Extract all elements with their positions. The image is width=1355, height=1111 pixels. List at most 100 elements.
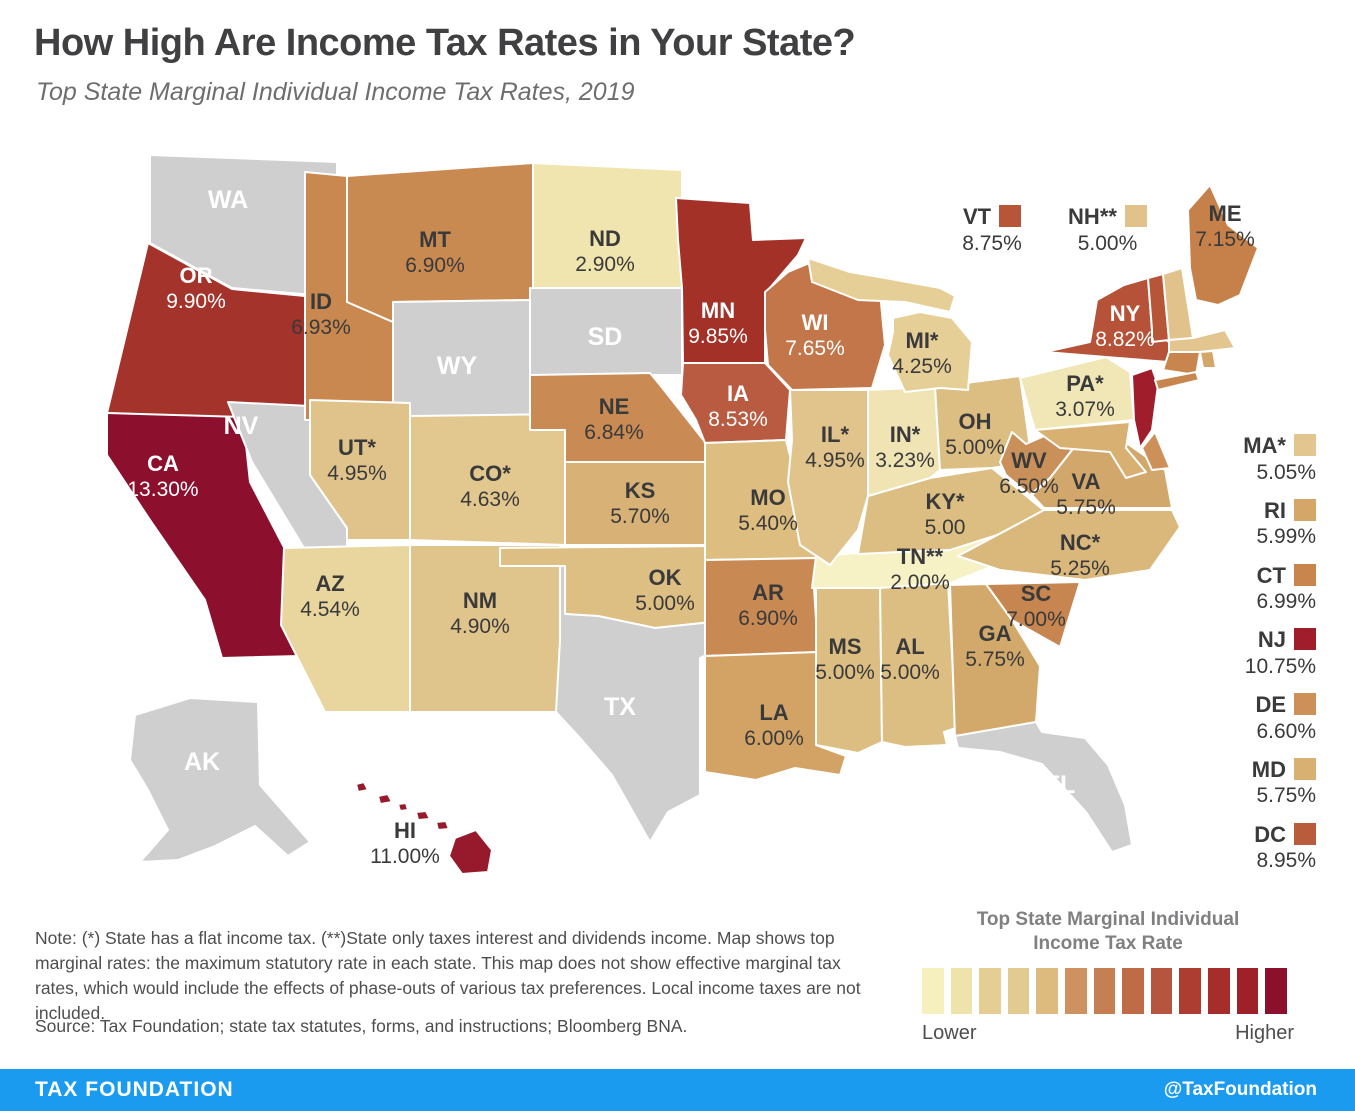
side-rate-MA: 5.05%: [1256, 460, 1316, 484]
callout-swatch-NH: [1124, 205, 1147, 227]
side-swatch-CT: [1294, 563, 1316, 586]
state-rate-NC: 5.25%: [1050, 557, 1110, 581]
legend-higher-label: Higher: [1235, 1021, 1294, 1044]
legend-gradient-swatches: [922, 967, 1294, 1014]
state-IL-shape: [787, 389, 869, 566]
state-label-NE: NE 6.84%: [584, 394, 644, 446]
state-HI-island-3: [397, 802, 409, 812]
state-abbr-NM: NM: [462, 588, 498, 614]
side-label-NJ: NJ: [1257, 627, 1286, 653]
state-TX-shape: [555, 565, 717, 843]
state-abbr-MN: MN: [700, 298, 736, 324]
state-abbr-WI: WI: [801, 310, 829, 336]
state-rate-AZ: 4.54%: [300, 598, 360, 622]
state-label-CA: CA 13.30%: [127, 451, 198, 503]
state-rate-KS: 5.70%: [610, 505, 670, 529]
state-abbr-KY: KY*: [925, 489, 965, 515]
state-label-VA: VA 5.75%: [1056, 469, 1116, 521]
state-abbr-TN: TN**: [896, 544, 944, 570]
state-label-MT: MT 6.90%: [405, 227, 465, 279]
state-abbr-HI: HI: [393, 818, 416, 844]
side-entry-RI: RI 5.99%: [1243, 497, 1316, 551]
state-SC-shape: [985, 581, 1081, 648]
legend-swatch-11: [1208, 967, 1230, 1014]
state-abbr-PA: PA*: [1066, 371, 1104, 397]
legend-swatch-8: [1122, 967, 1144, 1014]
state-abbr-OH: OH: [958, 409, 992, 435]
state-rate-MS: 5.00%: [815, 661, 875, 685]
state-abbr-NC: NC*: [1059, 530, 1101, 556]
state-abbr-CA: CA: [147, 451, 179, 477]
state-label-CO: CO* 4.63%: [460, 461, 520, 513]
legend-swatch-6: [1065, 967, 1087, 1014]
state-label-OR: OR 9.90%: [166, 263, 226, 315]
state-abbr-MO: MO: [750, 485, 786, 511]
state-abbr-SD: SD: [587, 323, 623, 351]
state-label-GA: GA 5.75%: [965, 621, 1025, 673]
state-abbr-GA: GA: [978, 621, 1012, 647]
state-abbr-IN: IN*: [889, 422, 921, 448]
state-HI-island-5: [435, 820, 450, 831]
state-abbr-IL: IL*: [820, 422, 850, 448]
side-swatch-RI: [1294, 498, 1316, 521]
side-rate-DC: 8.95%: [1256, 849, 1316, 872]
state-abbr-OR: OR: [179, 263, 213, 289]
state-label-NC: NC* 5.25%: [1050, 530, 1110, 582]
legend-swatch-9: [1150, 967, 1173, 1014]
state-rate-OR: 9.90%: [166, 290, 226, 314]
side-rate-MD: 5.75%: [1256, 784, 1316, 808]
side-swatch-MA: [1294, 434, 1316, 456]
state-rate-VA: 5.75%: [1056, 496, 1116, 520]
state-abbr-FL: FL: [1044, 771, 1076, 799]
side-swatch-NJ: [1294, 628, 1316, 651]
state-abbr-AR: AR: [752, 580, 784, 606]
state-label-AR: AR 6.90%: [738, 580, 798, 632]
side-entry-NJ: NJ 10.75%: [1243, 626, 1316, 680]
state-label-UT: UT* 4.95%: [327, 435, 387, 487]
callout-swatch-VT: [999, 205, 1022, 227]
legend-title: Top State Marginal Individual Income Tax…: [922, 908, 1294, 956]
state-abbr-TX: TX: [604, 693, 636, 721]
legend-swatch-4: [1007, 967, 1030, 1014]
side-entry-CT: CT 6.99%: [1243, 562, 1316, 616]
long-island-shape: [1154, 371, 1200, 391]
state-label-NV: NV: [224, 411, 259, 441]
side-label-MD: MD: [1251, 756, 1286, 782]
state-abbr-LA: LA: [759, 700, 789, 726]
state-label-IA: IA 8.53%: [708, 381, 768, 433]
legend-title-line1: Top State Marginal Individual: [976, 909, 1240, 930]
state-abbr-CO: CO*: [469, 461, 511, 487]
state-rate-WV: 6.50%: [999, 475, 1059, 499]
state-rate-MN: 9.85%: [688, 325, 748, 349]
state-label-IN: IN* 3.23%: [875, 422, 935, 474]
state-HI-island-4: [415, 810, 431, 821]
state-label-WV: WV 6.50%: [999, 448, 1059, 500]
state-abbr-WA: WA: [207, 186, 249, 214]
note-text: Note: (*) State has a flat income tax. (…: [35, 928, 861, 1023]
state-MD-shape: [1034, 421, 1147, 479]
side-label-CT: CT: [1256, 562, 1286, 588]
state-NJ-shape: [1131, 367, 1159, 449]
state-label-AK: AK: [184, 747, 220, 777]
state-WA-shape: [149, 154, 338, 298]
state-label-NM: NM 4.90%: [450, 588, 510, 640]
state-label-HI: HI 11.00%: [370, 818, 440, 870]
state-label-MO: MO 5.40%: [738, 485, 798, 537]
source-text: Source: Tax Foundation; state tax statut…: [35, 1016, 688, 1036]
state-rate-MO: 5.40%: [738, 512, 798, 536]
state-AK-shape: [129, 697, 311, 863]
state-abbr-IA: IA: [726, 381, 749, 407]
state-abbr-UT: UT*: [338, 435, 376, 461]
color-legend: Top State Marginal Individual Income Tax…: [922, 908, 1294, 1045]
state-abbr-AZ: AZ: [315, 571, 345, 597]
state-label-MS: MS 5.00%: [815, 634, 875, 686]
state-HI-island-1: [355, 781, 369, 793]
state-label-ME: ME 7.15%: [1195, 201, 1255, 253]
state-rate-GA: 5.75%: [965, 648, 1025, 672]
state-abbr-NV: NV: [223, 412, 259, 440]
state-rate-IL: 4.95%: [805, 449, 865, 473]
small-states-list: MA* 5.05% RI 5.99% CT 6.99% NJ 10.75% DE 6.60% MD 5…: [1243, 432, 1316, 885]
state-FL-shape: [954, 721, 1133, 853]
side-rate-NJ: 10.75%: [1244, 654, 1316, 678]
